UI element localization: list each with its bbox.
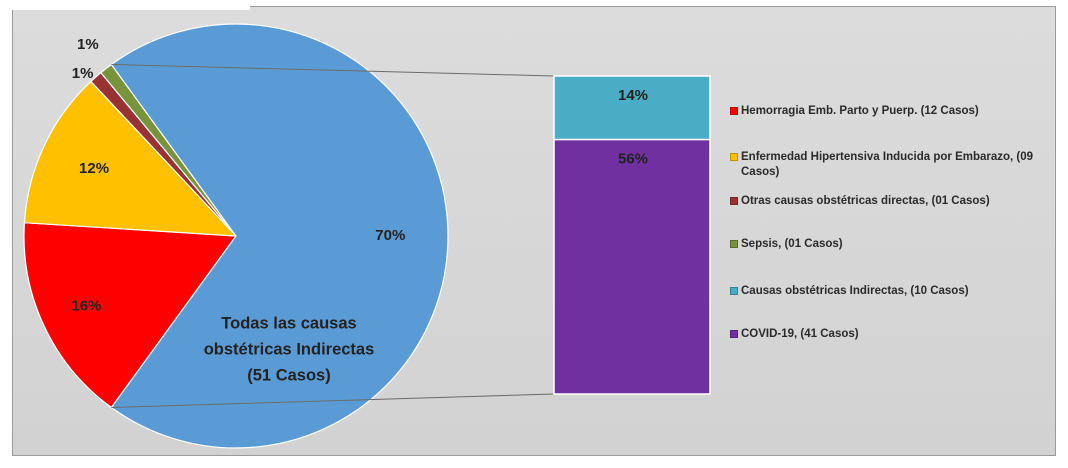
legend-swatch bbox=[730, 107, 738, 115]
legend-swatch bbox=[730, 197, 738, 205]
pie-value-label: 1% bbox=[77, 36, 99, 53]
legend-swatch bbox=[730, 287, 738, 295]
legend-swatch bbox=[730, 330, 738, 338]
legend-item-otras-directas: Otras causas obstétricas directas, (01 C… bbox=[730, 194, 1060, 209]
pie-slice-enfermedad-hipertensiva-inducida-por-emb bbox=[23, 80, 238, 237]
legend-item-hemorragia: Hemorragia Emb. Parto y Puerp. (12 Casos… bbox=[730, 104, 1060, 119]
connector-line-bottom bbox=[111, 393, 555, 409]
bar-segment-covid-19-41-casos bbox=[553, 138, 711, 395]
legend-label: Causas obstétricas Indirectas, (10 Casos… bbox=[741, 285, 969, 297]
legend-label: Sepsis, (01 Casos) bbox=[741, 238, 843, 250]
legend-label: Hemorragia Emb. Parto y Puerp. (12 Casos… bbox=[741, 105, 979, 117]
label-group: 16% 12% 1% 1% 70% Todas las causas obstétricas… bbox=[71, 36, 648, 384]
pie-group bbox=[23, 23, 449, 449]
pie-slice-todas-las-causas-obstetricas-indirectas- bbox=[110, 23, 449, 449]
bar-value-label: 14% bbox=[618, 87, 648, 104]
legend-swatch bbox=[730, 153, 738, 161]
legend-item-causas-indirectas: Causas obstétricas Indirectas, (10 Casos… bbox=[730, 284, 1060, 299]
pie-group-text-line: Todas las causas bbox=[221, 314, 356, 332]
pie-slice-hemorragia-emb-parto-y-puerp-12-casos bbox=[23, 222, 238, 409]
legend-label: Enfermedad Hipertensiva Inducida por Emb… bbox=[741, 151, 1034, 178]
pie-value-label: 12% bbox=[79, 160, 109, 177]
pie-group-text-line: obstétricas Indirectas bbox=[204, 340, 375, 358]
bar-value-label: 56% bbox=[618, 151, 648, 168]
connector-line-top bbox=[111, 63, 555, 77]
pie-value-label: 1% bbox=[72, 65, 94, 82]
connector-group bbox=[111, 63, 555, 409]
pie-group-text-line: (51 Casos) bbox=[247, 366, 330, 384]
legend-item-sepsis: Sepsis, (01 Casos) bbox=[730, 237, 1060, 252]
legend-swatch bbox=[730, 240, 738, 248]
legend-item-enfermedad-hipertensiva: Enfermedad Hipertensiva Inducida por Emb… bbox=[730, 150, 1068, 180]
bar-group bbox=[553, 75, 711, 395]
top-mask bbox=[0, 0, 250, 10]
bar-segment-causas-obstetricas-indirectas-10-casos bbox=[553, 75, 711, 141]
pie-value-label: 16% bbox=[71, 297, 101, 314]
pie-value-label: 70% bbox=[375, 227, 405, 244]
legend-label: COVID-19, (41 Casos) bbox=[741, 328, 859, 340]
legend-item-covid: COVID-19, (41 Casos) bbox=[730, 327, 1060, 342]
legend-label: Otras causas obstétricas directas, (01 C… bbox=[741, 195, 990, 207]
